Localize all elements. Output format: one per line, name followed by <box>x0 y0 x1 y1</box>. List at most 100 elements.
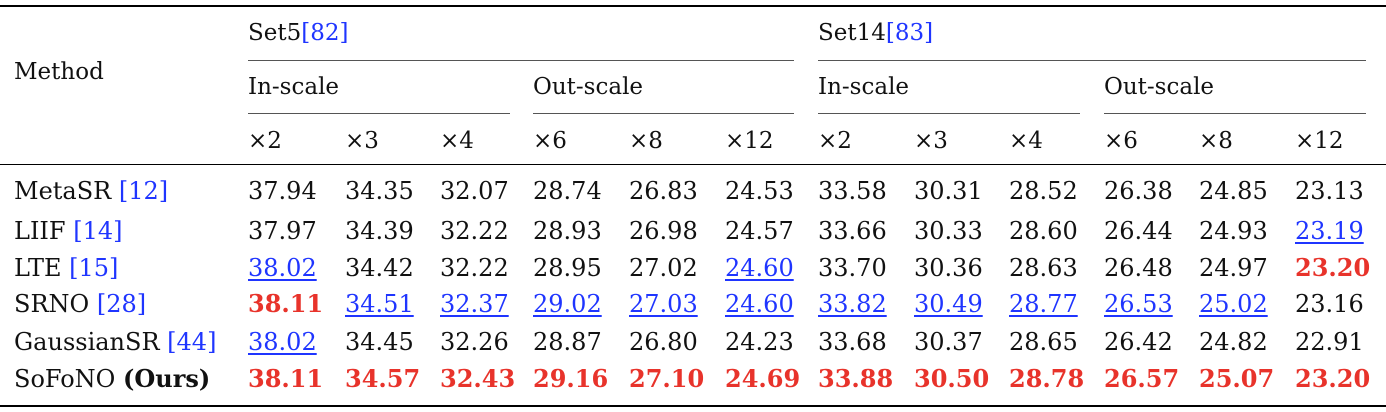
group-header: Out-scale <box>1104 74 1215 100</box>
table-cell: 27.10 <box>629 364 705 393</box>
table-cell: 26.53 <box>1104 290 1173 318</box>
table-cell: 33.88 <box>818 364 894 393</box>
table-cell: 34.35 <box>345 177 414 205</box>
scale-header: ×2 <box>248 128 282 154</box>
table-cell: 32.22 <box>440 217 509 245</box>
scale-header: ×12 <box>725 128 774 154</box>
citation-link[interactable]: [15] <box>69 254 119 282</box>
table-cell: 28.87 <box>533 328 602 356</box>
method-name: MetaSR [12] <box>14 177 169 205</box>
table-cell: 28.65 <box>1009 328 1078 356</box>
table-cell: 38.02 <box>248 254 317 282</box>
table-cell: 28.74 <box>533 177 602 205</box>
table-cell: 24.60 <box>725 290 794 318</box>
group-header: Out-scale <box>533 74 644 100</box>
table-cell: 27.02 <box>629 254 698 282</box>
group-underline <box>248 113 510 114</box>
citation-link[interactable]: [44] <box>167 328 217 356</box>
table-cell: 38.11 <box>248 364 324 393</box>
method-name: LTE [15] <box>14 254 119 282</box>
table-cell: 23.19 <box>1295 217 1364 245</box>
table-cell: 27.03 <box>629 290 698 318</box>
table-cell: 24.23 <box>725 328 794 356</box>
bottom-rule <box>0 405 1386 407</box>
method-name: GaussianSR [44] <box>14 328 217 356</box>
table-cell: 26.48 <box>1104 254 1173 282</box>
table-cell: 28.78 <box>1009 364 1085 393</box>
table-cell: 34.42 <box>345 254 414 282</box>
table-cell: 23.13 <box>1295 177 1364 205</box>
dataset-header-set5: Set5[82] <box>248 20 349 46</box>
citation-link[interactable]: [14] <box>73 217 123 245</box>
table-cell: 30.31 <box>914 177 983 205</box>
table-cell: 26.44 <box>1104 217 1173 245</box>
set5-underline <box>248 60 794 61</box>
scale-header: ×6 <box>1104 128 1138 154</box>
top-rule <box>0 5 1386 7</box>
table-cell: 32.37 <box>440 290 509 318</box>
group-underline <box>818 113 1080 114</box>
table-cell: 38.11 <box>248 289 324 318</box>
scale-header: ×4 <box>1009 128 1043 154</box>
table-cell: 32.07 <box>440 177 509 205</box>
table-cell: 32.26 <box>440 328 509 356</box>
table-cell: 33.58 <box>818 177 887 205</box>
table-cell: 26.83 <box>629 177 698 205</box>
table-cell: 32.43 <box>440 364 516 393</box>
table-cell: 33.82 <box>818 290 887 318</box>
table-cell: 30.49 <box>914 290 983 318</box>
table-cell: 29.02 <box>533 290 602 318</box>
table-cell: 24.85 <box>1199 177 1268 205</box>
table-cell: 29.16 <box>533 364 609 393</box>
table-cell: 26.42 <box>1104 328 1173 356</box>
table-cell: 34.57 <box>345 364 421 393</box>
table-cell: 33.70 <box>818 254 887 282</box>
scale-header: ×3 <box>914 128 948 154</box>
method-name: SRNO [28] <box>14 290 147 318</box>
scale-header: ×8 <box>629 128 663 154</box>
citation-link[interactable]: [28] <box>96 290 147 318</box>
table-cell: 33.66 <box>818 217 887 245</box>
table-cell: 28.77 <box>1009 290 1078 318</box>
table-cell: 24.69 <box>725 364 801 393</box>
table-cell: 23.20 <box>1295 364 1371 393</box>
table-cell: 30.50 <box>914 364 990 393</box>
table-cell: 24.60 <box>725 254 794 282</box>
table-cell: 30.37 <box>914 328 983 356</box>
table-cell: 24.53 <box>725 177 794 205</box>
table-cell: 26.57 <box>1104 364 1180 393</box>
scale-header: ×4 <box>440 128 474 154</box>
table-cell: 33.68 <box>818 328 887 356</box>
table-cell: 28.63 <box>1009 254 1078 282</box>
table-cell: 24.82 <box>1199 328 1268 356</box>
group-header: In-scale <box>248 74 340 100</box>
group-underline <box>533 113 794 114</box>
group-header: In-scale <box>818 74 910 100</box>
table-cell: 23.16 <box>1295 290 1364 318</box>
table-cell: 28.93 <box>533 217 602 245</box>
table-cell: 24.57 <box>725 217 794 245</box>
table-cell: 25.07 <box>1199 364 1275 393</box>
scale-header: ×8 <box>1199 128 1233 154</box>
table-cell: 34.39 <box>345 217 414 245</box>
table-cell: 34.51 <box>345 290 414 318</box>
method-name: SoFoNO (Ours) <box>14 364 211 393</box>
table-cell: 26.98 <box>629 217 698 245</box>
table-cell: 30.36 <box>914 254 983 282</box>
table-cell: 24.97 <box>1199 254 1268 282</box>
table-cell: 37.94 <box>248 177 317 205</box>
table-cell: 28.60 <box>1009 217 1078 245</box>
citation-link[interactable]: [12] <box>118 177 169 205</box>
scale-header: ×12 <box>1295 128 1344 154</box>
group-underline <box>1104 113 1366 114</box>
scale-header: ×6 <box>533 128 567 154</box>
table-cell: 34.45 <box>345 328 414 356</box>
table-cell: 25.02 <box>1199 290 1268 318</box>
set14-underline <box>818 60 1366 61</box>
table-cell: 26.80 <box>629 328 698 356</box>
table-cell: 37.97 <box>248 217 317 245</box>
table-cell: 26.38 <box>1104 177 1173 205</box>
scale-header: ×2 <box>818 128 852 154</box>
table-cell: 30.33 <box>914 217 983 245</box>
scale-header: ×3 <box>345 128 379 154</box>
